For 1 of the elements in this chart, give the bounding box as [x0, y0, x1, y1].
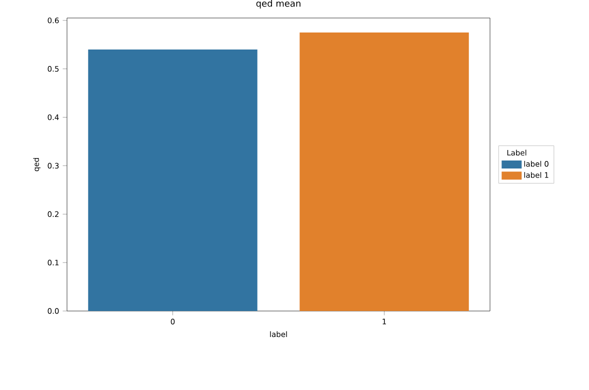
chart-title: qed mean	[256, 0, 300, 8]
